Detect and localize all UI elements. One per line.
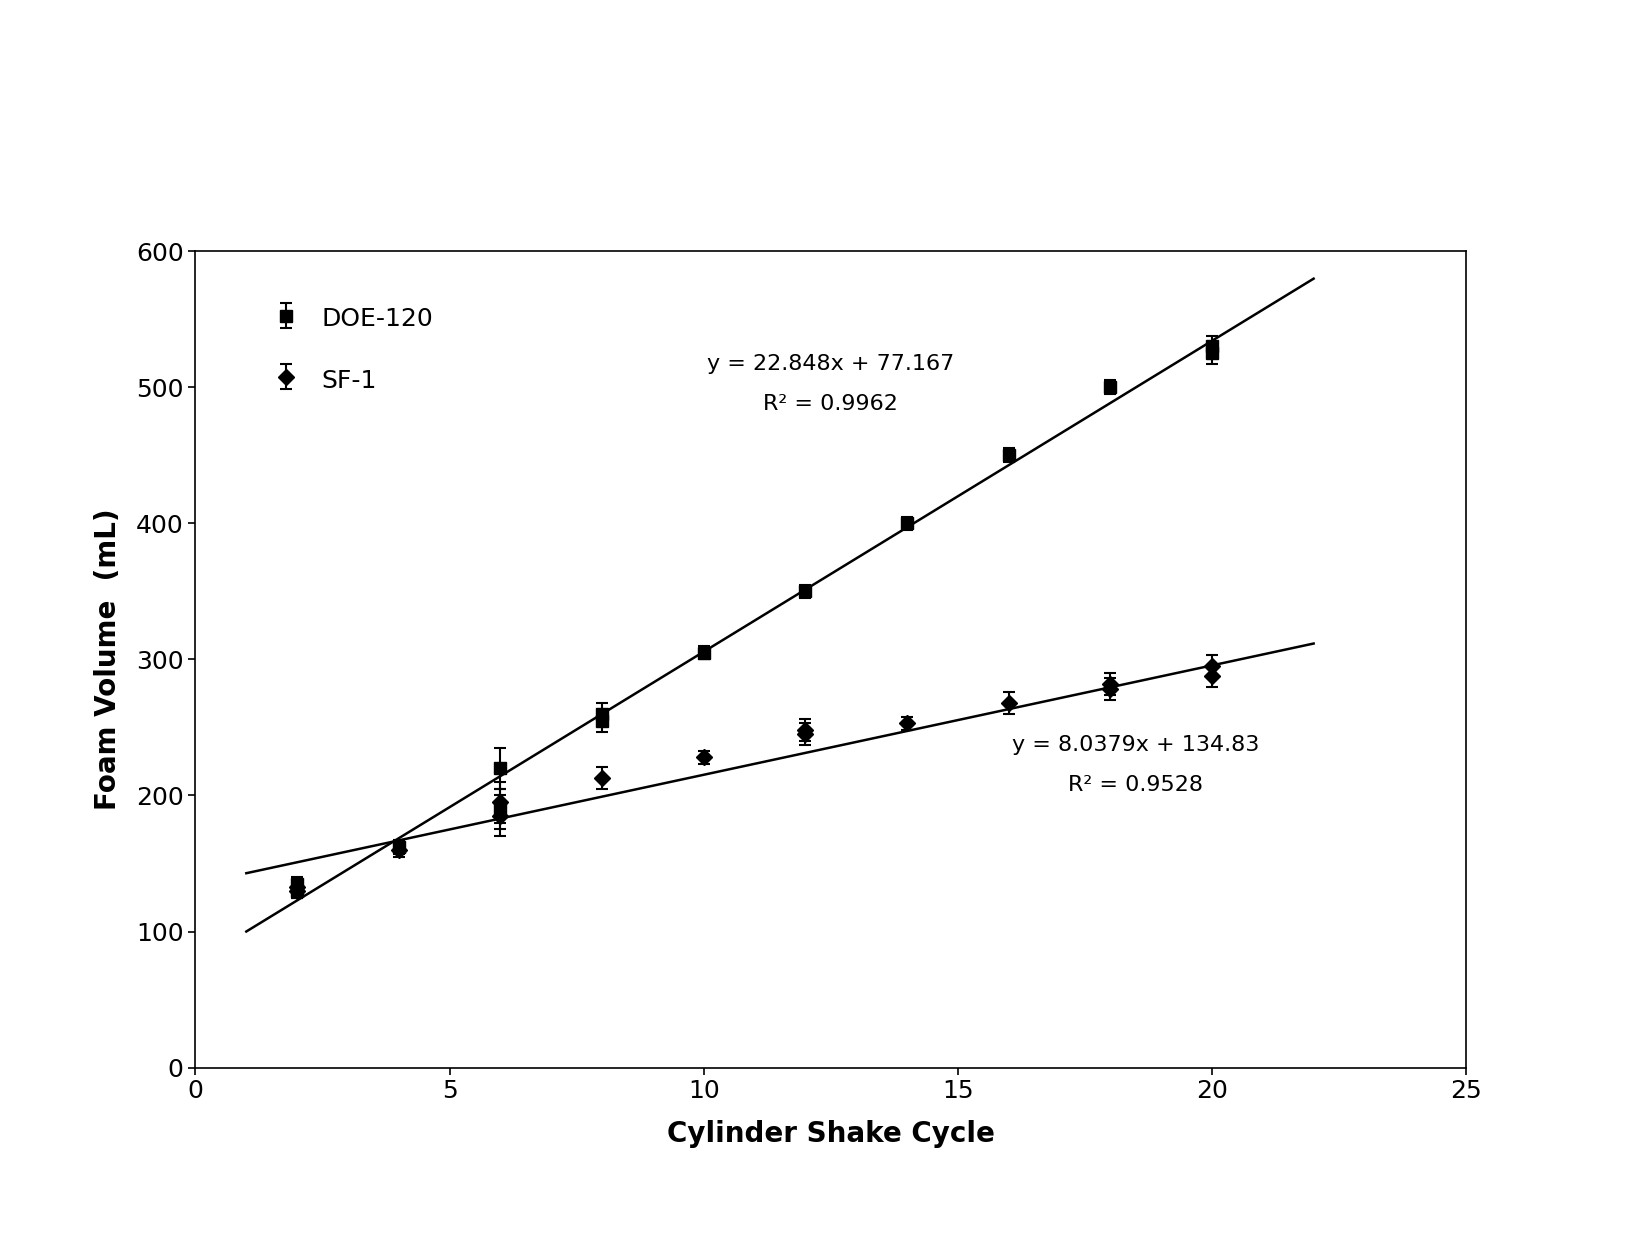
- X-axis label: Cylinder Shake Cycle: Cylinder Shake Cycle: [666, 1120, 995, 1148]
- Text: R² = 0.9528: R² = 0.9528: [1069, 775, 1204, 795]
- Legend: DOE-120, SF-1: DOE-120, SF-1: [246, 280, 458, 417]
- Text: R² = 0.9962: R² = 0.9962: [764, 394, 898, 414]
- Text: y = 22.848x + 77.167: y = 22.848x + 77.167: [707, 354, 955, 373]
- Text: y = 8.0379x + 134.83: y = 8.0379x + 134.83: [1012, 735, 1259, 755]
- Y-axis label: Foam Volume  (mL): Foam Volume (mL): [94, 509, 122, 810]
